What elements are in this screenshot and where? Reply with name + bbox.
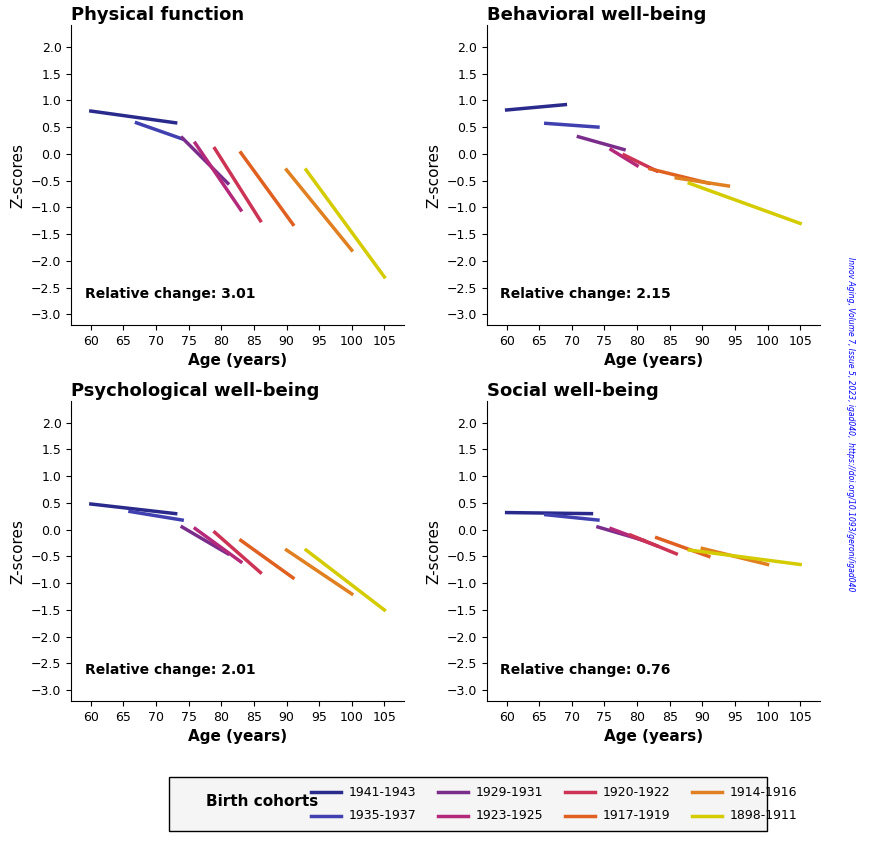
X-axis label: Age (years): Age (years) (604, 354, 703, 368)
Text: 1935-1937: 1935-1937 (348, 810, 416, 823)
Text: 1923-1925: 1923-1925 (476, 810, 543, 823)
Text: 1898-1911: 1898-1911 (730, 810, 797, 823)
Text: Birth cohorts: Birth cohorts (206, 794, 318, 809)
Y-axis label: Z-scores: Z-scores (426, 142, 441, 208)
Y-axis label: Z-scores: Z-scores (426, 519, 441, 583)
Text: 1920-1922: 1920-1922 (602, 786, 670, 799)
Text: Behavioral well-being: Behavioral well-being (487, 6, 707, 24)
X-axis label: Age (years): Age (years) (188, 729, 287, 745)
Text: Relative change: 0.76: Relative change: 0.76 (501, 663, 671, 677)
Text: 1917-1919: 1917-1919 (602, 810, 670, 823)
Text: Relative change: 2.15: Relative change: 2.15 (501, 287, 671, 301)
Text: 1914-1916: 1914-1916 (730, 786, 797, 799)
Text: Relative change: 3.01: Relative change: 3.01 (85, 287, 255, 301)
Y-axis label: Z-scores: Z-scores (11, 142, 26, 208)
FancyBboxPatch shape (168, 777, 767, 831)
Text: 1929-1931: 1929-1931 (476, 786, 543, 799)
X-axis label: Age (years): Age (years) (188, 354, 287, 368)
Text: Physical function: Physical function (71, 6, 244, 24)
Text: Social well-being: Social well-being (487, 382, 658, 399)
Text: Psychological well-being: Psychological well-being (71, 382, 320, 399)
Text: Innov Aging, Volume 7, Issue 5, 2023, igad040,  https://doi.org/10.1093/geroni/i: Innov Aging, Volume 7, Issue 5, 2023, ig… (846, 257, 855, 591)
Text: 1941-1943: 1941-1943 (348, 786, 416, 799)
Y-axis label: Z-scores: Z-scores (11, 519, 26, 583)
Text: Relative change: 2.01: Relative change: 2.01 (85, 663, 255, 677)
X-axis label: Age (years): Age (years) (604, 729, 703, 745)
